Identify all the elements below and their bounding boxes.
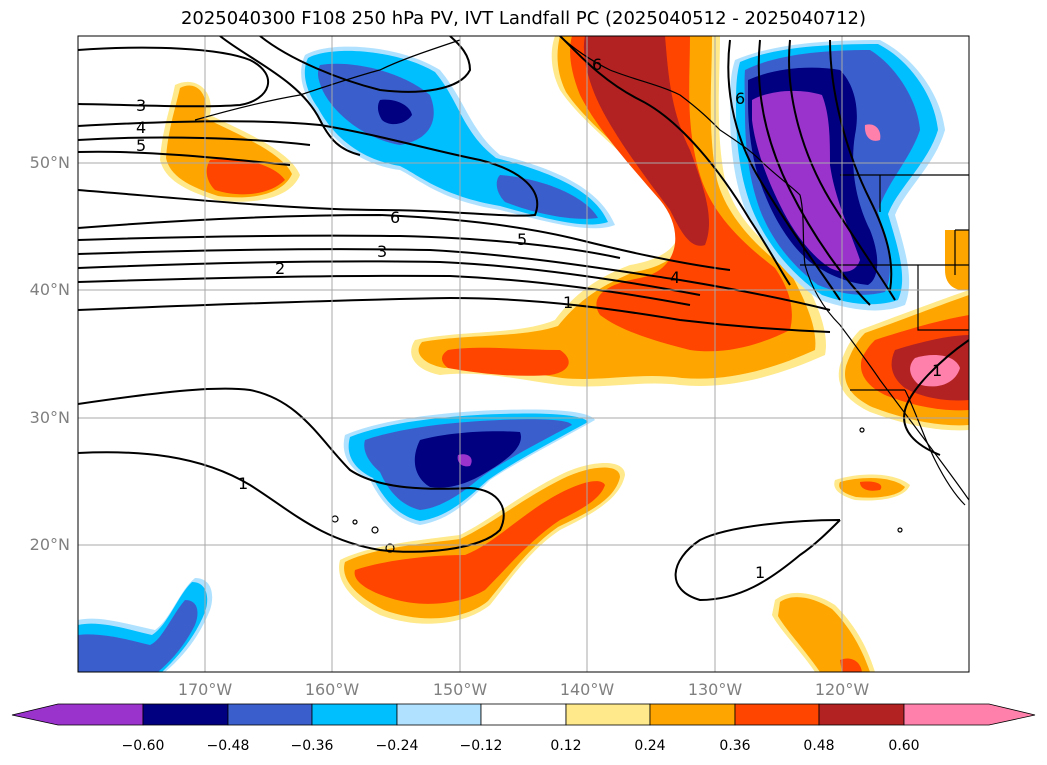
pv-contours [78,36,969,602]
contour-label: 2 [275,259,285,278]
colorbar-tick-label: 0.60 [888,738,920,754]
colorbar-tick-label: 0.12 [550,738,582,754]
contour-label: 4 [136,118,146,137]
colorbar-tick-label: −0.36 [290,738,334,754]
colorbar-tick-label: −0.48 [206,738,250,754]
map-title: 2025040300 F108 250 hPa PV, IVT Landfall… [180,8,867,29]
contour-label: 6 [735,89,745,108]
contour-label-group: 3 4 5 6 5 3 2 4 1 1 1 1 6 6 [136,55,942,582]
contour-label: 5 [517,230,527,249]
coastlines [194,36,969,553]
lat-label: 30°N [29,408,70,427]
colorbar-tick-label: 0.36 [719,738,751,754]
contour-label: 6 [592,55,602,74]
lon-label: 160°W [304,680,360,699]
lat-label: 20°N [29,535,70,554]
colorbar-tick-label: −0.12 [459,738,503,754]
contour-label: 3 [377,242,387,261]
lon-label: 170°W [177,680,233,699]
lon-label: 120°W [814,680,870,699]
lon-label: 140°W [559,680,615,699]
contour-label: 5 [136,136,146,155]
contour-label: 4 [670,268,680,287]
colorbar-tick-label: −0.24 [375,738,419,754]
lat-label: 50°N [29,153,70,172]
contour-label: 1 [238,474,248,493]
graticule [78,36,969,672]
map-frame [77,35,970,673]
colorbar-tick-label: 0.48 [803,738,835,754]
contour-label: 1 [932,361,942,380]
contour-label: 3 [136,96,146,115]
contour-label: 6 [390,208,400,227]
lon-label: 150°W [432,680,488,699]
contour-label: 1 [563,293,573,312]
colorbar-tick-label: −0.60 [121,738,165,754]
colorbar [11,703,1036,726]
lon-label: 130°W [687,680,743,699]
lat-label: 40°N [29,280,70,299]
colorbar-tick-label: 0.24 [634,738,666,754]
contour-label: 1 [755,563,765,582]
shaded-fields [78,36,969,672]
